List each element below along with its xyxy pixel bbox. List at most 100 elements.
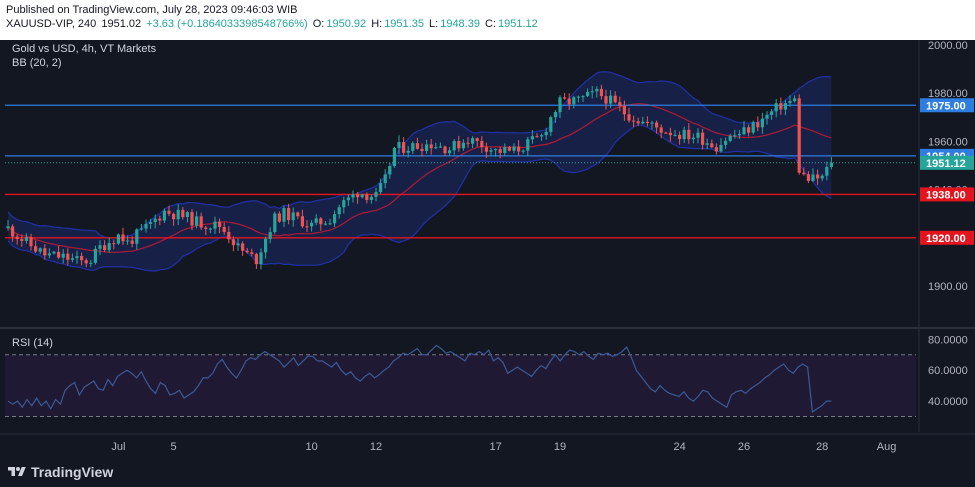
low-value: 1948.39	[440, 18, 480, 30]
rsi-line	[7, 344, 832, 413]
candle-body	[636, 121, 640, 124]
candle-body	[167, 210, 171, 214]
candle-body	[687, 129, 691, 140]
candle-body	[277, 213, 281, 222]
candle-body	[250, 252, 254, 255]
candle-body	[411, 143, 415, 151]
candle-body	[770, 111, 774, 115]
rsi-band	[5, 354, 916, 417]
candle-body	[793, 98, 797, 102]
candle-body	[388, 166, 392, 175]
bb-fill-area	[8, 71, 832, 272]
low-label: L:	[429, 18, 439, 30]
open-value: 1950.92	[326, 18, 367, 30]
candle-body	[162, 210, 166, 221]
time-tick-label: 10	[305, 441, 317, 453]
candle-body	[461, 142, 465, 149]
candle-body	[66, 253, 70, 260]
candle-body	[829, 162, 833, 167]
candle-body	[282, 208, 286, 222]
candle-body	[705, 143, 709, 145]
candle-body	[383, 174, 387, 184]
candle-body	[549, 117, 553, 132]
candle-body	[696, 132, 700, 138]
candle-body	[107, 243, 111, 251]
candle-body	[632, 120, 636, 122]
candle-body	[227, 231, 231, 240]
candle-body	[80, 256, 84, 261]
price-tick-label: 2000.00	[928, 40, 968, 52]
candle-body	[751, 122, 755, 133]
price-label-box	[920, 230, 974, 245]
candle-body	[333, 214, 337, 224]
candle-body	[714, 147, 718, 152]
candle-body	[52, 251, 56, 254]
candle-body	[346, 197, 350, 201]
candle-body	[57, 251, 61, 258]
price-chart[interactable]: 1900.001920.001940.001960.001980.002000.…	[0, 40, 975, 457]
candle-body	[728, 135, 732, 141]
open-label: O:	[312, 18, 325, 30]
candle-body	[369, 196, 373, 200]
price-tick-label: 1900.00	[928, 281, 968, 293]
footer-bar	[0, 457, 975, 487]
candle-body	[530, 136, 534, 140]
candle-body	[581, 96, 585, 98]
candle-body	[701, 132, 705, 145]
candle-body	[613, 95, 617, 103]
candle-body	[70, 258, 74, 260]
candle-body	[806, 174, 810, 181]
candle-body	[558, 97, 562, 113]
rsi-label: RSI (14)	[12, 337, 53, 349]
candle-body	[737, 134, 741, 136]
candle-body	[448, 150, 452, 154]
candle-body	[342, 200, 346, 208]
candle-body	[576, 96, 580, 98]
candle-body	[374, 192, 378, 197]
candle-body	[517, 146, 521, 152]
candle-body	[498, 149, 502, 153]
time-tick-label: Jul	[111, 441, 125, 453]
candle-body	[567, 98, 571, 105]
candle-body	[788, 101, 792, 104]
candle-body	[655, 122, 659, 128]
close-label: C:	[485, 18, 497, 30]
candle-body	[719, 144, 723, 152]
bb-basis-line	[7, 103, 832, 253]
candle-body	[471, 138, 475, 144]
candle-body	[397, 142, 401, 148]
candle-body	[365, 194, 369, 200]
rsi-tick-label: 40.0000	[928, 396, 968, 408]
candle-body	[797, 98, 801, 173]
candle-body	[650, 122, 654, 124]
candle-body	[645, 121, 649, 123]
candle-body	[494, 149, 498, 151]
candle-body	[351, 194, 355, 198]
candle-body	[300, 216, 304, 227]
candle-body	[75, 256, 79, 259]
tradingview-brand: TradingView	[8, 464, 113, 480]
candle-body	[673, 134, 677, 136]
candle-body	[747, 127, 751, 133]
high-value: 1951.35	[384, 18, 424, 30]
time-tick-label: 24	[673, 441, 685, 453]
candle-body	[724, 140, 728, 145]
candle-body	[678, 134, 682, 140]
candle-body	[273, 213, 277, 233]
candle-body	[379, 183, 383, 193]
indicator-label: BB (20, 2)	[12, 57, 62, 69]
candle-body	[820, 175, 824, 179]
candle-body	[484, 147, 488, 152]
price-label-box	[920, 155, 974, 170]
candle-body	[664, 132, 668, 134]
candle-body	[112, 243, 116, 245]
candle-body	[710, 143, 714, 148]
candle-body	[319, 218, 323, 225]
candle-body	[84, 260, 88, 264]
candle-body	[103, 245, 107, 251]
candle-body	[609, 95, 613, 104]
price-label-box	[920, 98, 974, 113]
candle-body	[406, 150, 410, 153]
bb-lower-band	[7, 124, 832, 272]
candle-body	[254, 254, 258, 265]
